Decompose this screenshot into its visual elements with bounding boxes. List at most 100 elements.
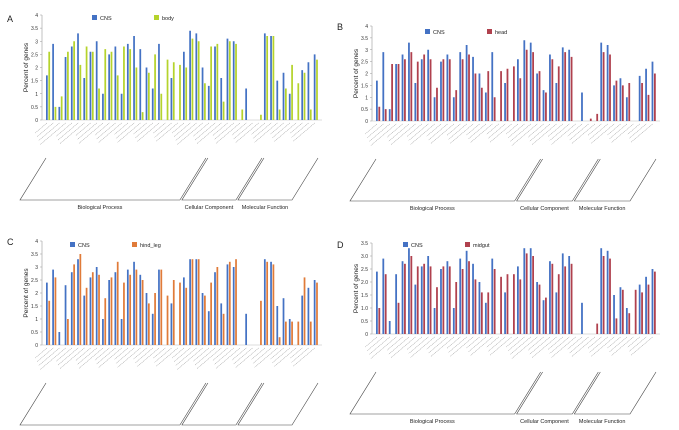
category-label-stroke <box>38 122 60 141</box>
bar-body <box>272 36 275 120</box>
y-tick-label: 4 <box>365 24 368 30</box>
bar-midgut <box>538 284 541 334</box>
category-label-stroke <box>468 123 487 140</box>
bar-cns <box>517 266 519 334</box>
bar-midgut <box>551 263 554 334</box>
bar-cns <box>70 272 73 345</box>
bar-cns <box>226 38 229 121</box>
bar-cns <box>446 54 449 121</box>
bar-body <box>123 46 125 120</box>
group-label: Biological Process <box>410 206 455 212</box>
bar-cns <box>52 43 54 121</box>
bar-head <box>493 97 496 121</box>
y-tick-label: 0 <box>35 343 38 349</box>
y-tick-label: 0.5 <box>361 319 368 325</box>
group-bracket <box>19 157 207 201</box>
category-label-stroke <box>367 336 384 351</box>
legend-label: head <box>495 30 507 36</box>
bar-cns <box>606 45 609 121</box>
bar-cns <box>625 308 628 334</box>
bar-body <box>235 43 237 121</box>
bar-midgut <box>628 313 631 334</box>
category-label-stroke <box>289 347 303 359</box>
group-bracket <box>573 371 657 415</box>
bar-cns <box>504 83 506 121</box>
bar-cns <box>446 261 449 334</box>
category-label-stroke <box>98 122 122 143</box>
bar-cns <box>102 93 104 120</box>
category-label-stroke <box>589 123 608 140</box>
bar-head <box>423 54 426 121</box>
bar-midgut <box>602 256 605 334</box>
category-label-stroke <box>154 122 172 138</box>
bar-body <box>197 41 200 120</box>
bar-cns <box>549 54 551 121</box>
y-tick-label: 3.5 <box>361 36 368 42</box>
y-tick-label: 1 <box>35 317 38 323</box>
bar-body <box>135 67 138 120</box>
category-label-stroke <box>567 336 583 350</box>
group-bracket <box>516 371 599 415</box>
category-label-stroke <box>386 336 403 351</box>
category-label-stroke <box>59 347 85 370</box>
bar-body <box>210 46 212 120</box>
category-label-stroke <box>59 122 85 145</box>
bar-cns <box>645 68 647 121</box>
bar-hind-leg <box>216 267 219 345</box>
bar-body <box>216 43 219 121</box>
category-label-stroke <box>231 122 247 136</box>
bar-head <box>570 56 573 122</box>
bar-cns <box>388 109 391 122</box>
category-label-stroke <box>135 347 154 364</box>
bar-cns <box>133 36 135 120</box>
bar-head <box>525 49 528 121</box>
y-tick-label: 4 <box>35 239 38 245</box>
bar-cns <box>83 78 86 120</box>
legend-label: CNS <box>411 243 423 249</box>
bar-head <box>404 59 406 121</box>
category-label-stroke <box>194 347 216 366</box>
bar-cns <box>288 319 291 345</box>
group-label: Cellular Component <box>185 205 234 211</box>
bar-cns <box>114 46 117 120</box>
bar-hind-leg <box>297 321 300 345</box>
category-label-stroke <box>173 122 191 137</box>
y-tick-label: 2.5 <box>361 267 368 273</box>
bar-cns <box>536 73 539 121</box>
bar-cns <box>568 256 571 334</box>
y-tick-label: 1.0 <box>361 306 368 312</box>
bar-cns <box>83 295 86 345</box>
category-label-stroke <box>75 347 91 361</box>
bar-hind-leg <box>210 282 212 345</box>
bar-hind-leg <box>129 274 132 345</box>
category-label-stroke <box>212 347 228 361</box>
bar-hind-leg <box>116 261 119 345</box>
bar-cns <box>433 308 436 334</box>
legend-label: midgut <box>473 243 490 249</box>
category-label-stroke <box>448 123 467 140</box>
bar-cns <box>645 276 647 334</box>
category-label-stroke <box>531 123 557 146</box>
bar-head <box>391 64 393 121</box>
category-label-stroke <box>272 122 291 139</box>
category-label-stroke <box>96 122 116 140</box>
category-label-stroke <box>117 347 141 368</box>
bar-head <box>500 71 502 122</box>
category-label-stroke <box>368 123 390 142</box>
panel-letter: A <box>7 14 13 24</box>
bar-midgut <box>621 289 624 334</box>
category-label-stroke <box>196 122 222 145</box>
bar-cns <box>638 284 641 334</box>
bar-cns <box>170 303 173 345</box>
category-label-stroke <box>40 122 66 145</box>
bar-cns <box>581 92 583 121</box>
category-label-stroke <box>38 347 60 366</box>
bar-body <box>266 36 269 120</box>
group-label: Biological Process <box>77 205 122 211</box>
bar-hind-leg <box>266 261 269 345</box>
bar-midgut <box>423 263 426 334</box>
bar-hind-leg <box>179 282 181 345</box>
bar-cns <box>288 93 291 120</box>
bar-cns <box>484 92 487 121</box>
